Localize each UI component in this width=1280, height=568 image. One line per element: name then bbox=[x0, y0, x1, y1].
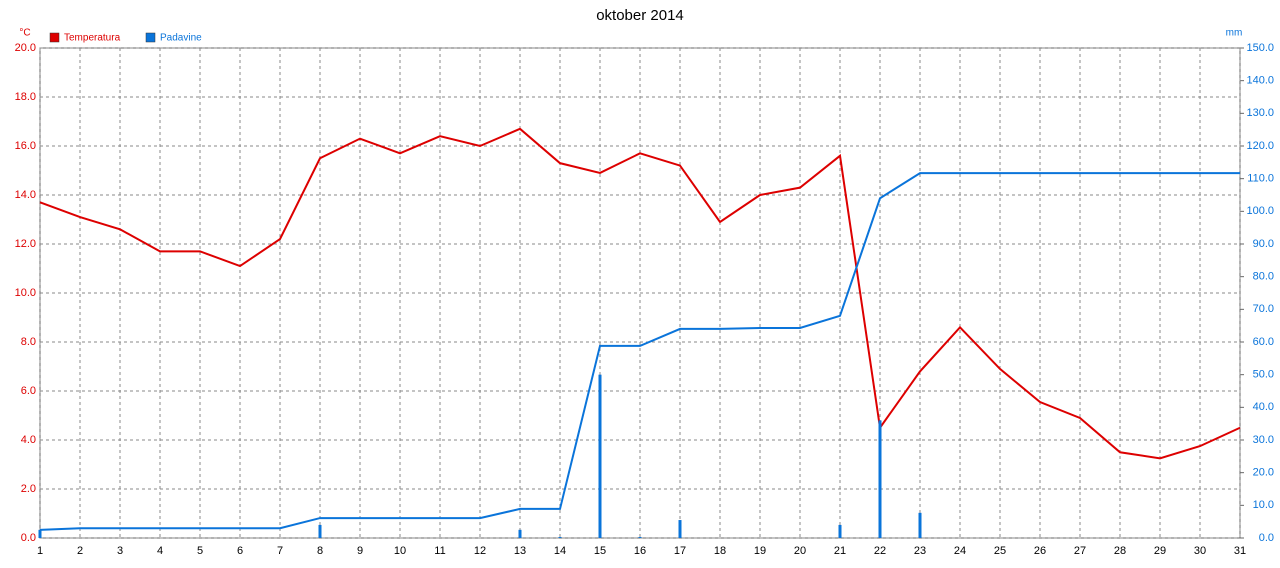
y-tick-label: 10.0 bbox=[15, 287, 36, 299]
x-tick-label: 22 bbox=[874, 545, 886, 557]
x-tick-label: 29 bbox=[1154, 545, 1166, 557]
daily-bar bbox=[638, 537, 642, 538]
x-tick-label: 15 bbox=[594, 545, 606, 557]
y-tick-label: 4.0 bbox=[21, 434, 36, 446]
x-tick-label: 11 bbox=[434, 545, 445, 557]
y-tick-label: 2.0 bbox=[21, 483, 36, 495]
y2-tick-label: 60.0 bbox=[1253, 336, 1274, 348]
chart-title: oktober 2014 bbox=[596, 7, 684, 24]
x-tick-label: 9 bbox=[357, 545, 363, 557]
x-tick-label: 7 bbox=[277, 545, 283, 557]
y-unit: °C bbox=[19, 28, 30, 39]
daily-bar bbox=[878, 420, 882, 538]
y-tick-label: 6.0 bbox=[21, 385, 36, 397]
x-tick-label: 21 bbox=[834, 545, 846, 557]
y2-tick-label: 30.0 bbox=[1253, 434, 1274, 446]
daily-bar bbox=[558, 537, 562, 538]
x-tick-label: 2 bbox=[77, 545, 83, 557]
y2-tick-label: 140.0 bbox=[1246, 75, 1274, 87]
y-tick-label: 12.0 bbox=[15, 238, 36, 250]
x-tick-label: 16 bbox=[634, 545, 646, 557]
daily-bar bbox=[598, 374, 602, 538]
legend-swatch bbox=[49, 32, 60, 43]
x-tick-label: 5 bbox=[197, 545, 203, 557]
x-tick-label: 13 bbox=[514, 545, 526, 557]
daily-bar bbox=[518, 529, 522, 538]
y2-tick-label: 120.0 bbox=[1246, 140, 1274, 152]
daily-bar bbox=[838, 524, 842, 538]
series-line bbox=[39, 172, 1240, 531]
series-line bbox=[39, 127, 1241, 460]
y-tick-label: 20.0 bbox=[15, 42, 36, 54]
legend-label: Temperatura bbox=[64, 33, 121, 44]
daily-bar bbox=[918, 512, 922, 538]
y-tick-label: 0.0 bbox=[21, 532, 36, 544]
x-tick-label: 12 bbox=[474, 545, 486, 557]
x-tick-label: 23 bbox=[914, 545, 926, 557]
x-tick-label: 18 bbox=[714, 545, 726, 557]
x-tick-label: 25 bbox=[994, 545, 1006, 557]
x-tick-label: 8 bbox=[317, 545, 323, 557]
y-tick-label: 8.0 bbox=[21, 336, 36, 348]
daily-bar bbox=[38, 529, 42, 538]
x-tick-label: 19 bbox=[754, 545, 766, 557]
x-tick-label: 17 bbox=[674, 545, 686, 557]
y-tick-label: 14.0 bbox=[15, 189, 36, 201]
x-tick-label: 3 bbox=[117, 545, 123, 557]
y2-tick-label: 90.0 bbox=[1253, 238, 1274, 250]
x-tick-label: 30 bbox=[1194, 545, 1206, 557]
x-tick-label: 28 bbox=[1114, 545, 1126, 557]
x-tick-label: 4 bbox=[157, 545, 163, 557]
x-tick-label: 10 bbox=[394, 545, 406, 557]
x-tick-label: 27 bbox=[1074, 545, 1086, 557]
x-tick-label: 31 bbox=[1234, 545, 1246, 557]
y2-unit: mm bbox=[1226, 28, 1243, 39]
y2-tick-label: 70.0 bbox=[1253, 303, 1274, 315]
y2-tick-label: 20.0 bbox=[1253, 467, 1274, 479]
legend-swatch bbox=[145, 32, 156, 43]
x-tick-label: 6 bbox=[237, 545, 243, 557]
y2-tick-label: 100.0 bbox=[1246, 205, 1274, 217]
x-tick-label: 20 bbox=[794, 545, 806, 557]
legend-label: Padavine bbox=[160, 33, 202, 44]
y2-tick-label: 10.0 bbox=[1253, 499, 1274, 511]
daily-bar bbox=[318, 524, 322, 538]
x-tick-label: 14 bbox=[554, 545, 566, 557]
x-tick-label: 1 bbox=[37, 545, 43, 557]
y2-tick-label: 0.0 bbox=[1259, 532, 1274, 544]
y2-tick-label: 130.0 bbox=[1246, 107, 1274, 119]
y2-tick-label: 40.0 bbox=[1253, 401, 1274, 413]
y-tick-label: 16.0 bbox=[15, 140, 36, 152]
y2-tick-label: 150.0 bbox=[1246, 42, 1274, 54]
daily-bar bbox=[678, 520, 682, 538]
y2-tick-label: 110.0 bbox=[1247, 173, 1274, 185]
x-tick-label: 24 bbox=[954, 545, 966, 557]
x-tick-label: 26 bbox=[1034, 545, 1046, 557]
y-tick-label: 18.0 bbox=[15, 91, 36, 103]
y2-tick-label: 50.0 bbox=[1253, 369, 1274, 381]
y2-tick-label: 80.0 bbox=[1253, 271, 1274, 283]
